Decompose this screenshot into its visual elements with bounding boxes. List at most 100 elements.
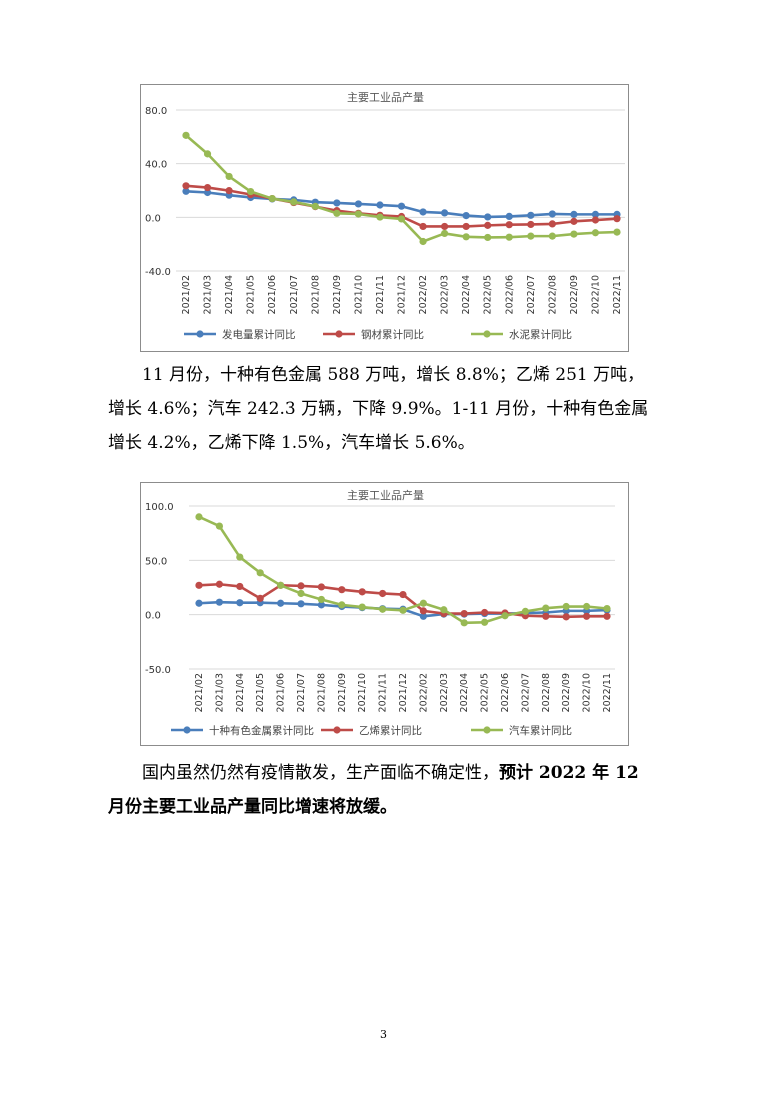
- chart-1-x-tick-label: 2022/07: [526, 275, 537, 314]
- chart-1-series-0-point: [419, 208, 427, 216]
- chart-2-series-1-point: [236, 582, 244, 591]
- chart-1-series-1-point: [613, 215, 621, 223]
- chart-2-series-1-point: [562, 613, 570, 621]
- chart-2-series-2-point: [562, 602, 570, 611]
- chart-1-legend-marker: [483, 330, 491, 338]
- chart-1-x-tick-label: 2022/05: [483, 275, 494, 314]
- chart-2-series-0-point: [195, 599, 203, 607]
- chart-1-series-1-point: [182, 182, 190, 190]
- chart-1-series-0-point: [591, 210, 600, 218]
- chart-2-series-2-point: [440, 606, 448, 614]
- chart-1-x-tick-label: 2021/07: [289, 275, 300, 314]
- chart-2-series-2-point: [379, 605, 387, 613]
- chart-1-series-2-point: [247, 187, 255, 196]
- chart-1-series-2-point: [548, 232, 556, 240]
- chart-2-series-2-point: [317, 595, 325, 604]
- chart-2-series-1-point: [542, 612, 550, 620]
- chart-1-series-2-point: [484, 233, 492, 242]
- chart-1-series-2-point: [182, 131, 190, 139]
- chart-1-legend-marker: [196, 330, 204, 338]
- chart-2-legend-label: 汽车累计同比: [509, 724, 572, 737]
- chart-1-series-0-point: [548, 210, 556, 218]
- paragraph-2-bold-1: 预计 2022 年 12: [499, 763, 639, 783]
- chart-1-series-0-point: [354, 200, 362, 208]
- chart-2-x-tick-label: 2022/07: [520, 673, 531, 712]
- chart-1-series-1-point: [441, 222, 449, 231]
- chart-1-series-0-point: [441, 209, 449, 217]
- chart-2-series-0-point: [215, 598, 223, 606]
- chart-2-legend-label: 十种有色金属累计同比: [209, 724, 314, 737]
- chart-2-series-2-point: [603, 604, 611, 613]
- chart-1-series-2-point: [462, 233, 470, 241]
- chart-2-x-tick-label: 2022/03: [439, 673, 450, 712]
- chart-2-y-tick-label: 50.0: [145, 556, 167, 567]
- chart-2-x-tick-label: 2022/10: [582, 673, 593, 712]
- chart-2-x-tick-label: 2021/08: [316, 673, 327, 712]
- chart-1-series-2-point: [441, 229, 449, 238]
- chart-2-series-1-point: [256, 594, 264, 602]
- chart-2-y-tick-label: -50.0: [145, 665, 171, 676]
- chart-2-series-2-point: [338, 601, 346, 609]
- chart-1-series-2-point: [290, 198, 298, 206]
- chart-1-x-tick-label: 2021/02: [181, 275, 192, 314]
- chart-2-series-2-point: [256, 569, 264, 577]
- chart-2-legend-label: 乙烯累计同比: [359, 724, 422, 737]
- chart-1-svg: 主要工业品产量 80.0 40.0 0.0 -40.0 2021/02 2021/03 202…: [145, 90, 625, 341]
- chart-2-series-0-point: [236, 599, 244, 607]
- chart-2-series-2-point: [236, 553, 244, 561]
- chart-2-series-1-point: [481, 608, 489, 617]
- chart-industrial-output-1: 主要工业品产量 80.0 40.0 0.0 -40.0 2021/02 2021/03 202…: [140, 84, 629, 352]
- chart-2-series-1-point: [603, 612, 611, 620]
- chart-1-series-2-point: [527, 232, 535, 240]
- chart-2-series-2-point: [277, 581, 285, 589]
- paragraph-1-line-3: 增长 4.2%，乙烯下降 1.5%，汽车增长 5.6%。: [108, 433, 475, 453]
- chart-2-x-tick-label: 2022/04: [459, 673, 470, 712]
- chart-1-y-tick-label: 0.0: [145, 213, 161, 224]
- chart-1-series-2-point: [591, 229, 600, 237]
- chart-2-series-2-point: [195, 513, 203, 521]
- chart-2-series-0-point: [297, 600, 305, 608]
- chart-2-series-0-point: [419, 612, 427, 620]
- chart-1-x-tick-label: 2022/08: [547, 275, 558, 314]
- chart-1-series-0-point: [397, 202, 406, 210]
- chart-2-series-2-point: [521, 607, 529, 616]
- chart-2-x-tick-label: 2021/02: [194, 673, 205, 712]
- chart-1-x-tick-label: 2021/12: [397, 275, 408, 314]
- chart-2-series-2-point: [501, 612, 509, 620]
- chart-1-x-tick-label: 2021/10: [353, 275, 364, 314]
- chart-1-series-1-point: [570, 217, 578, 225]
- chart-2-x-tick-label: 2021/05: [255, 673, 266, 712]
- chart-2-legend: 十种有色金属累计同比 乙烯累计同比 汽车累计同比: [171, 724, 572, 737]
- chart-1-x-tick-label: 2021/04: [224, 275, 235, 314]
- chart-2-series-2-point: [419, 599, 427, 607]
- chart-2-series-1-point: [358, 588, 366, 596]
- chart-1-series-1-point: [527, 220, 535, 229]
- chart-1-series-2-point: [570, 230, 578, 238]
- chart-1-series-0-point: [182, 187, 190, 195]
- chart-1-series-2-point: [333, 209, 341, 217]
- chart-2-x-tick-label: 2022/11: [602, 673, 613, 712]
- chart-2-y-tick-label: 0.0: [145, 611, 161, 622]
- chart-1-legend-label: 钢材累计同比: [361, 328, 424, 341]
- paragraph-1-line-2: 增长 4.6%；汽车 242.3 万辆，下降 9.9%。1-11 月份，十种有色…: [108, 399, 649, 419]
- chart-1-series-1-point: [203, 183, 212, 192]
- page-number: 3: [380, 1028, 387, 1041]
- chart-2-y-tick-label: 100.0: [145, 502, 174, 513]
- chart-2-x-tick-label: 2022/09: [561, 673, 572, 712]
- chart-1-legend-marker: [335, 330, 343, 338]
- chart-1-series-1-point: [419, 222, 427, 231]
- chart-2-x-tick-label: 2021/06: [276, 673, 287, 712]
- chart-2-svg: 主要工业品产量 100.0 50.0 0.0 -50.0 2021/02 2021/03 20…: [145, 488, 615, 737]
- chart-2-series-1-point: [338, 586, 346, 594]
- chart-1-series-1-point: [462, 222, 470, 231]
- chart-1-x-tick-label: 2022/11: [612, 275, 623, 314]
- chart-2-x-tick-label: 2021/12: [398, 673, 409, 712]
- chart-2-series-1-point: [317, 583, 325, 591]
- chart-1-x-tick-label: 2021/06: [267, 275, 278, 314]
- chart-2-x-tick-label: 2021/09: [337, 673, 348, 712]
- chart-2-legend-marker: [483, 726, 491, 734]
- chart-2-series-1-point: [399, 590, 407, 599]
- paragraph-1-line-1: 11 月份，十种有色金属 588 万吨，增长 8.8%；乙烯 251 万吨，: [142, 365, 645, 385]
- chart-2-x-tick-label: 2022/02: [418, 673, 429, 712]
- chart-2-x-tick-label: 2021/10: [357, 673, 368, 712]
